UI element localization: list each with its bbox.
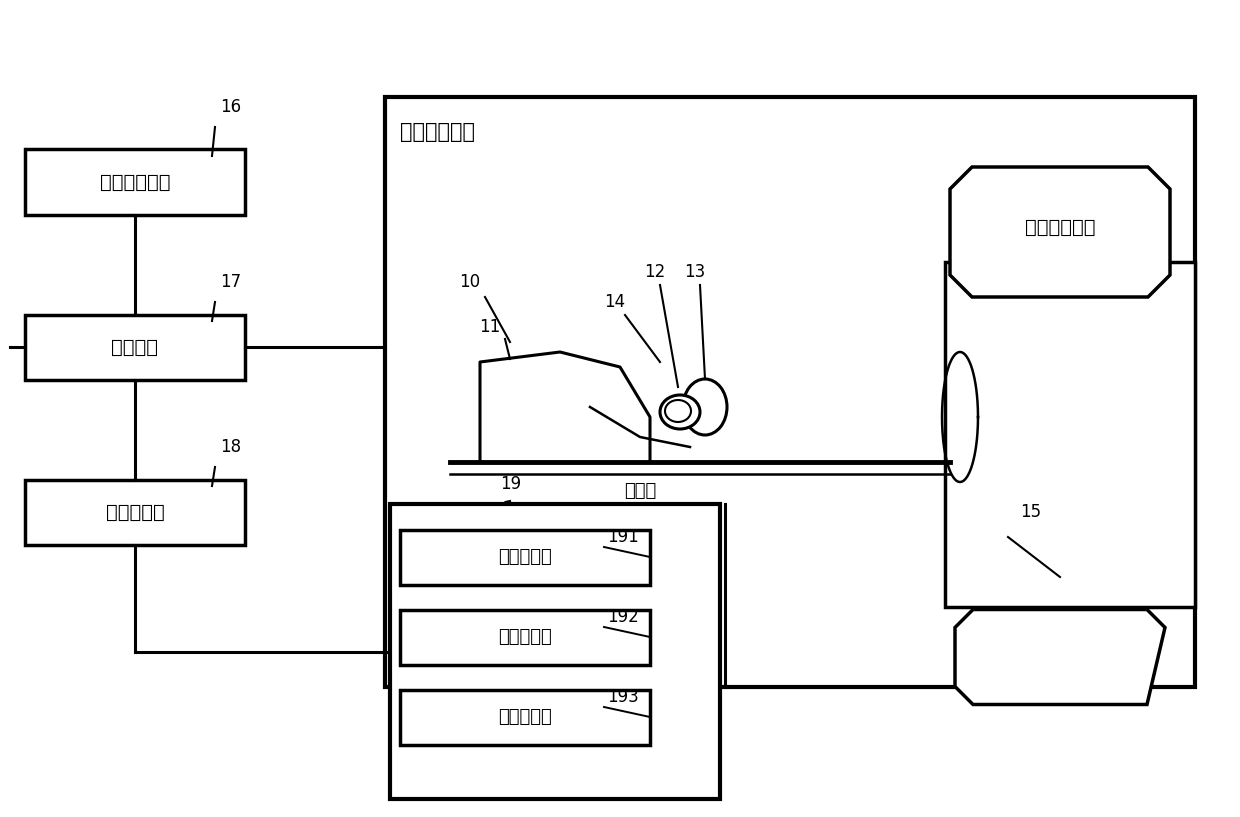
Ellipse shape [665,400,691,422]
Text: 磁共振扫描室: 磁共振扫描室 [401,122,475,142]
Bar [25,480,246,544]
Text: 12: 12 [645,263,666,281]
Text: 193: 193 [608,688,639,706]
Text: 超声放大器: 超声放大器 [498,548,552,566]
Text: 11: 11 [480,318,501,336]
Text: 梯度放大器: 梯度放大器 [498,708,552,726]
Bar [25,315,246,380]
Text: 信号控制机: 信号控制机 [105,502,165,521]
Text: 14: 14 [604,293,625,311]
Text: 射频放大器: 射频放大器 [498,628,552,646]
Polygon shape [955,609,1166,704]
Bar [384,97,1195,687]
Text: 扫描床: 扫描床 [624,482,656,500]
Bar [401,529,650,584]
Text: 总工控机: 总工控机 [112,337,159,356]
Text: 15: 15 [1021,503,1042,521]
Bar [401,690,650,744]
Text: 磁共振扫描仪: 磁共振扫描仪 [1024,217,1095,236]
Text: 13: 13 [684,263,706,281]
Polygon shape [950,167,1171,297]
Text: 191: 191 [608,528,639,546]
Ellipse shape [683,379,727,435]
Ellipse shape [660,395,701,429]
Text: 19: 19 [500,475,521,493]
Bar [391,504,720,799]
Bar [25,150,246,215]
Text: 信号功放器: 信号功放器 [415,532,474,551]
Text: 18: 18 [219,438,241,456]
Text: 人机交互终端: 人机交互终端 [99,172,170,191]
Bar [401,609,650,664]
Text: 192: 192 [608,608,639,626]
Bar [945,262,1195,607]
Text: 10: 10 [460,273,481,291]
Text: 16: 16 [219,98,241,116]
Text: 17: 17 [219,273,241,291]
